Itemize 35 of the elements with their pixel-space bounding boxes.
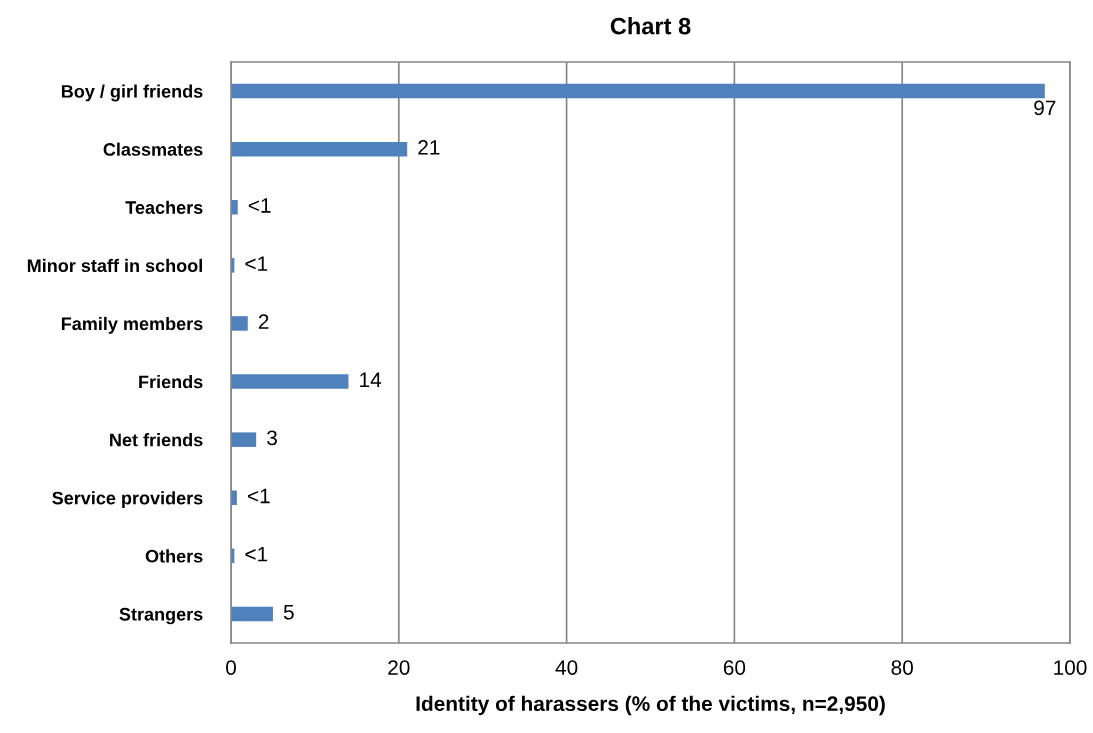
y-tick-label: Family members [61, 316, 203, 334]
data-label: 97 [1034, 100, 1056, 116]
bar [231, 374, 349, 389]
chart-title: Chart 8 [610, 17, 691, 35]
y-tick-label: Strangers [119, 607, 203, 625]
data-label: 3 [267, 430, 277, 446]
y-tick-label: Service providers [52, 491, 203, 509]
data-label: 2 [258, 314, 269, 329]
data-label: <1 [247, 488, 270, 504]
y-tick-label: Minor staff in school [27, 258, 202, 273]
x-tick-label: 20 [388, 660, 410, 675]
x-tick-label: 80 [891, 660, 913, 675]
x-tick-label: 40 [555, 660, 578, 675]
y-tick-label: Friends [139, 375, 203, 389]
data-label: <1 [245, 546, 268, 562]
data-label: 21 [418, 139, 440, 155]
bar [231, 141, 408, 157]
y-tick-label: Others [145, 549, 203, 563]
y-tick-label: Boy / girl friends [61, 84, 203, 102]
bar [231, 199, 238, 215]
bar [231, 432, 257, 447]
x-tick-label: 0 [226, 660, 236, 675]
bar [231, 83, 1045, 99]
y-tick-label: Net friends [110, 433, 203, 447]
y-tick-label: Classmates [103, 142, 203, 156]
data-label: 14 [360, 372, 382, 387]
bar [231, 606, 273, 622]
data-label: <1 [248, 198, 271, 213]
x-tick-label: 60 [723, 660, 746, 675]
y-tick-label: Teachers [125, 200, 203, 214]
x-tick-label: 100 [1054, 660, 1087, 675]
data-label: 5 [283, 605, 294, 620]
x-axis-title: Identity of harassers (% of the victims, n=2,950) [416, 695, 885, 716]
data-label: <1 [245, 256, 268, 271]
bar [231, 316, 248, 331]
